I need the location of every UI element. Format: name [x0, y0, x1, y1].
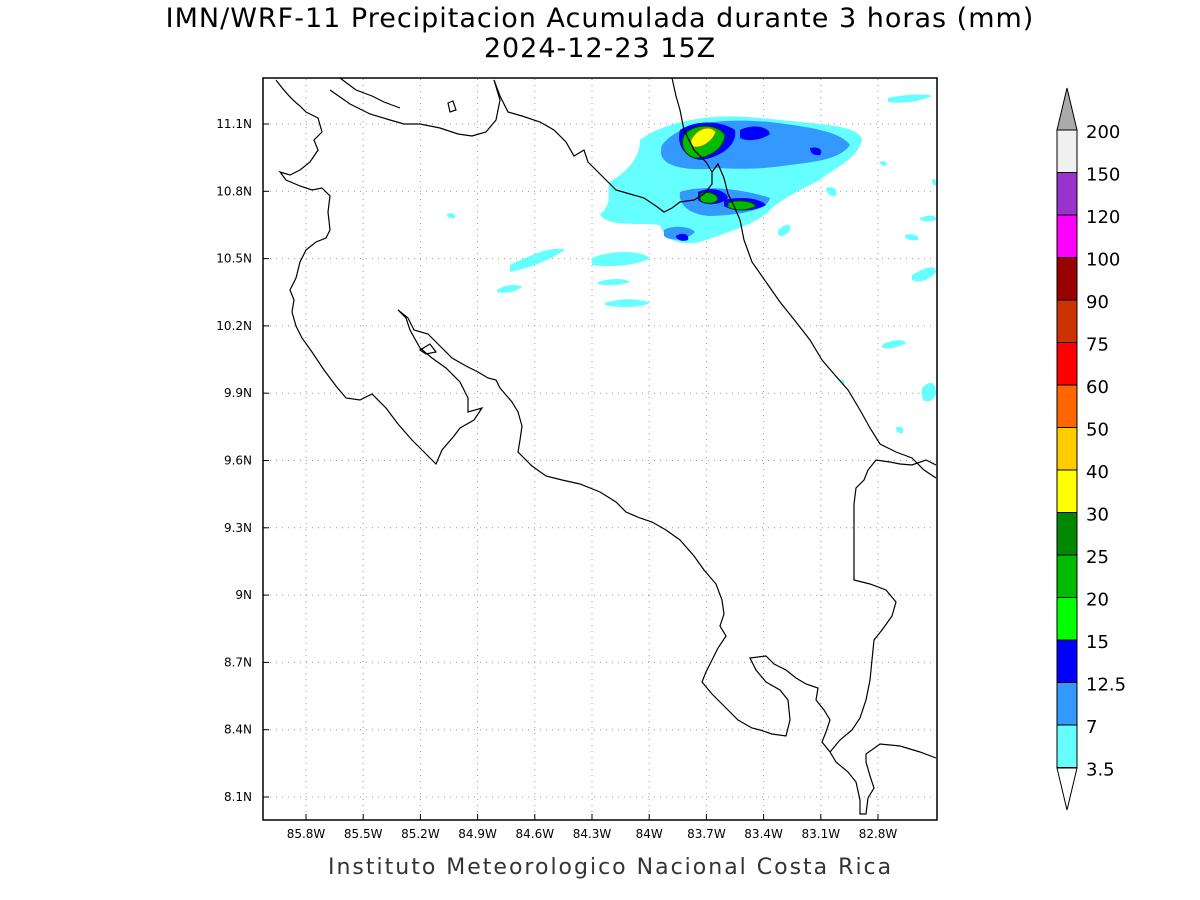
colorbar-swatch — [1056, 597, 1078, 641]
colorbar-label: 7 — [1086, 717, 1097, 738]
longitude-tick-label: 82.8W — [859, 827, 898, 841]
latitude-tick-label: 9N — [235, 588, 252, 602]
colorbar-label: 15 — [1086, 632, 1109, 653]
coastline-and-borders — [275, 77, 937, 815]
map-footer-credit: Instituto Meteorologico Nacional Costa R… — [328, 855, 894, 880]
colorbar-swatch — [1056, 427, 1078, 471]
longitude-tick-label: 83.1W — [802, 827, 841, 841]
map-title: IMN/WRF-11 Precipitacion Acumulada duran… — [165, 3, 1035, 34]
colorbar-label: 3.5 — [1086, 760, 1115, 781]
latitude-tick-label: 9.3N — [224, 521, 252, 535]
colorbar-label: 50 — [1086, 420, 1109, 441]
colorbar-bottom-arrow — [1056, 767, 1078, 811]
longitude-tick-label: 85.5W — [344, 827, 383, 841]
latitude-tick-labels: 11.1N 10.8N 10.5N 10.2N 9.9N 9.6N 9.3N 9N 8.7N 8.… — [216, 117, 269, 804]
latitude-tick-label: 8.4N — [224, 723, 252, 737]
longitude-tick-label: 84.6W — [516, 827, 555, 841]
colorbar-label: 12.5 — [1086, 675, 1126, 696]
colorbar-swatch — [1056, 384, 1078, 428]
colorbar-label: 90 — [1086, 292, 1109, 313]
longitude-tick-label: 84.9W — [458, 827, 497, 841]
latitude-tick-label: 8.7N — [224, 655, 252, 669]
colorbar-label: 40 — [1086, 462, 1109, 483]
colorbar-label: 60 — [1086, 377, 1109, 398]
latitude-tick-label: 10.5N — [216, 252, 252, 266]
colorbar-swatch — [1056, 299, 1078, 343]
colorbar-swatch — [1056, 129, 1078, 173]
colorbar-label: 30 — [1086, 505, 1109, 526]
colorbar-swatch — [1056, 639, 1078, 683]
longitude-tick-label: 83.7W — [687, 827, 726, 841]
longitude-tick-label: 84.3W — [573, 827, 612, 841]
colorbar-swatch — [1056, 214, 1078, 258]
colorbar-label: 100 — [1086, 250, 1120, 271]
colorbar-swatch — [1056, 342, 1078, 386]
latitude-tick-label: 10.2N — [216, 319, 252, 333]
colorbar-swatch — [1056, 554, 1078, 598]
longitude-tick-label: 83.4W — [744, 827, 783, 841]
colorbar-swatch — [1056, 257, 1078, 301]
latitude-tick-label: 11.1N — [216, 117, 252, 131]
map-frame-border — [262, 77, 938, 821]
colorbar-swatch — [1056, 469, 1078, 513]
colorbar-swatch — [1056, 512, 1078, 556]
colorbar-label: 120 — [1086, 207, 1120, 228]
latitude-tick-label: 8.1N — [224, 790, 252, 804]
precipitation-colorbar: 200 150 120 100 90 75 60 50 40 30 25 20 15 12.5 7 3.5 — [1056, 87, 1126, 811]
longitude-tick-label: 85.8W — [287, 827, 326, 841]
colorbar-top-arrow — [1056, 87, 1078, 131]
colorbar-swatch — [1056, 724, 1078, 768]
map-valid-time: 2024-12-23 15Z — [483, 33, 717, 64]
colorbar-swatch — [1056, 682, 1078, 726]
map-plot-area: 85.8W 85.5W 85.2W 84.9W 84.6W 84.3W 84W 83.7W 83… — [216, 77, 938, 841]
colorbar-label: 200 — [1086, 122, 1120, 143]
latitude-tick-label: 9.6N — [224, 454, 252, 468]
longitude-tick-label: 85.2W — [401, 827, 440, 841]
colorbar-label: 75 — [1086, 335, 1109, 356]
longitude-tick-label: 84W — [636, 827, 663, 841]
latitude-tick-label: 10.8N — [216, 184, 252, 198]
colorbar-label: 20 — [1086, 590, 1109, 611]
colorbar-swatch — [1056, 172, 1078, 216]
latitude-tick-label: 9.9N — [224, 386, 252, 400]
colorbar-label: 150 — [1086, 165, 1120, 186]
longitude-tick-labels: 85.8W 85.5W 85.2W 84.9W 84.6W 84.3W 84W 83.7W 83… — [287, 814, 898, 841]
colorbar-label: 25 — [1086, 547, 1109, 568]
